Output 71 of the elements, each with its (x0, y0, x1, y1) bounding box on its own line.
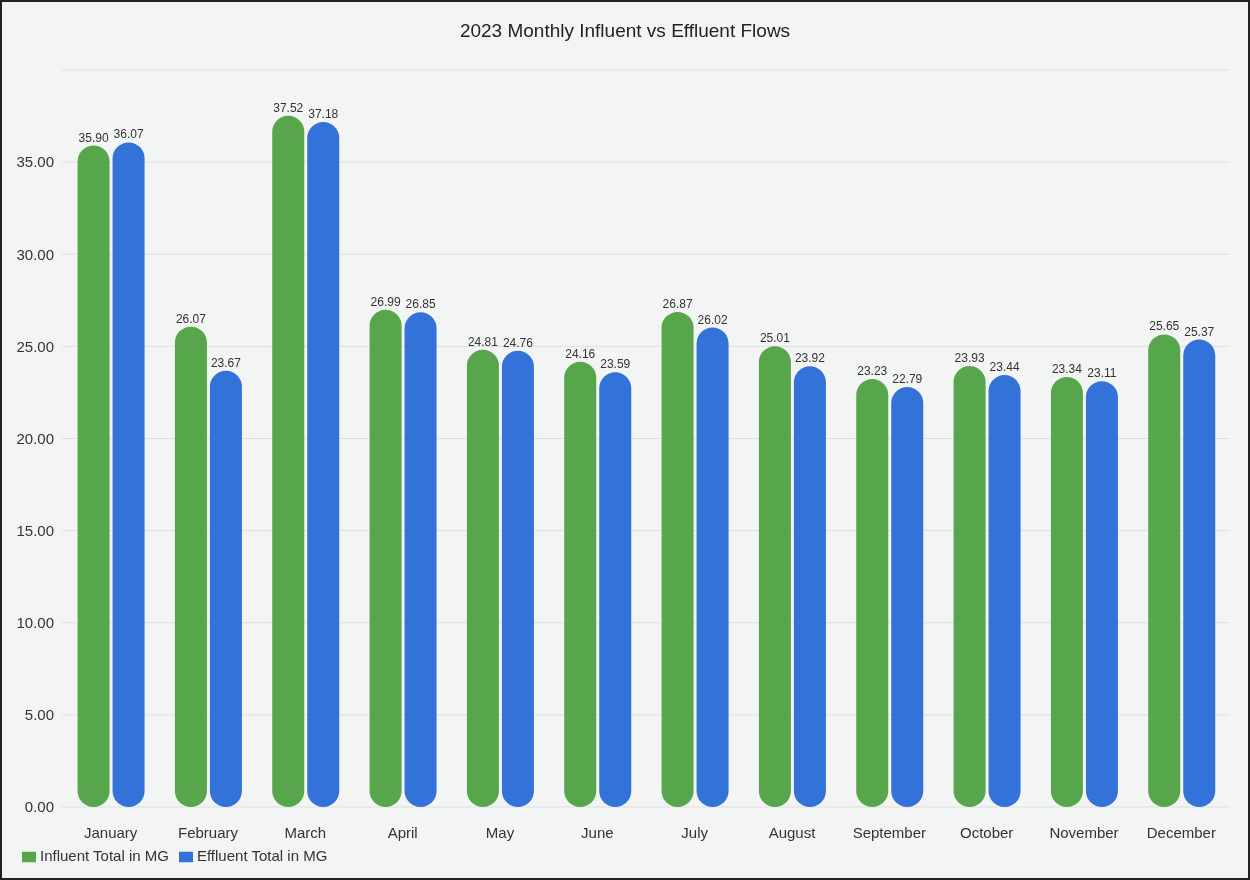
y-tick-label: 20.00 (16, 429, 54, 447)
bar (112, 142, 145, 807)
x-tick-label: May (485, 823, 515, 841)
y-tick-label: 35.00 (16, 153, 54, 171)
bar (758, 346, 791, 807)
bar (404, 312, 437, 807)
x-tick-label: September (852, 823, 927, 841)
data-label: 23.23 (857, 363, 888, 378)
x-tick-label: December (1146, 823, 1216, 841)
bar (953, 366, 986, 807)
data-label: 37.18 (308, 106, 339, 121)
y-tick-label: 10.00 (16, 614, 54, 632)
data-label: 23.11 (1087, 366, 1117, 381)
data-label: 23.34 (1051, 361, 1083, 376)
x-tick-label: June (581, 823, 614, 841)
x-tick-label: August (768, 823, 817, 841)
y-tick-label: 25.00 (16, 337, 54, 355)
data-label: 26.02 (697, 312, 728, 327)
bar (599, 372, 632, 807)
x-tick-label: October (959, 823, 1014, 841)
bar (564, 361, 597, 807)
bar (793, 366, 826, 807)
data-label: 23.59 (600, 357, 631, 372)
chart-title: 2023 Monthly Influent vs Effluent Flows (458, 20, 792, 43)
data-label: 24.16 (565, 346, 596, 361)
data-label: 25.65 (1149, 319, 1180, 334)
x-tick-label: July (681, 823, 709, 841)
bar (466, 349, 499, 807)
legend-label: Effluent Total in MG (196, 846, 328, 864)
bar (307, 121, 340, 807)
data-label: 26.85 (405, 297, 436, 312)
bar (988, 375, 1021, 807)
data-label: 26.87 (662, 296, 693, 311)
bar (856, 378, 889, 807)
data-label: 35.90 (78, 130, 109, 145)
bar (369, 309, 402, 807)
x-tick-label: March (284, 823, 327, 841)
x-tick-label: January (83, 823, 138, 841)
data-label: 36.07 (113, 127, 144, 142)
bar (1148, 334, 1181, 807)
bar (77, 145, 110, 807)
x-tick-label: November (1049, 823, 1119, 841)
bar (501, 350, 534, 807)
data-label: 25.01 (759, 331, 791, 346)
x-tick-label: April (387, 823, 418, 841)
data-label: 26.99 (370, 294, 401, 309)
bar (1085, 381, 1118, 807)
data-label: 37.52 (273, 100, 304, 115)
y-tick-label: 5.00 (24, 706, 54, 724)
data-label: 23.67 (210, 355, 242, 370)
bar (696, 327, 729, 807)
data-label: 23.93 (954, 351, 985, 366)
bar (272, 115, 305, 807)
y-tick-label: 30.00 (16, 245, 54, 263)
bar (209, 370, 242, 807)
x-tick-label: February (177, 823, 239, 841)
bar (1183, 339, 1216, 807)
bar (661, 311, 694, 807)
bar (174, 326, 207, 807)
data-label: 24.76 (502, 335, 534, 350)
data-label: 23.92 (794, 351, 826, 366)
data-label: 22.79 (892, 372, 923, 387)
legend-label: Influent Total in MG (40, 846, 169, 864)
y-tick-label: 15.00 (16, 521, 54, 539)
data-label: 25.37 (1184, 324, 1215, 339)
data-label: 24.81 (467, 334, 499, 349)
y-tick-label: 0.00 (24, 798, 54, 816)
data-label: 26.07 (175, 311, 207, 326)
bar (891, 387, 924, 807)
bar (1050, 376, 1083, 807)
data-label: 23.44 (989, 360, 1020, 375)
